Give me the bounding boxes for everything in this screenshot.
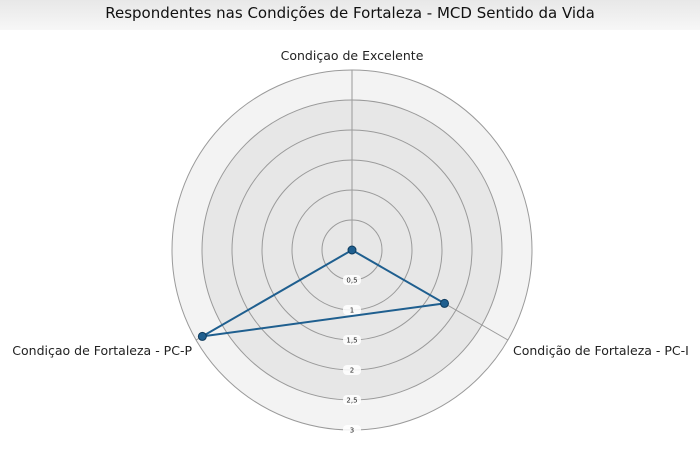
tick-label: 2 [350, 367, 354, 375]
tick-label-bg [343, 395, 361, 405]
axis-label: Condiçao de Excelente [281, 48, 424, 63]
tick-label-bg [343, 335, 361, 345]
tick-label: 2,5 [346, 397, 357, 405]
series-point[interactable] [197, 331, 207, 341]
radar-series [197, 245, 449, 341]
tick-label: 0,5 [346, 277, 357, 285]
series-point[interactable] [347, 245, 357, 255]
tick-label: 1,5 [346, 337, 357, 345]
tick-label: 3 [350, 427, 354, 435]
tick-label-bg [343, 305, 361, 315]
radar-axis-labels: Condiçao de Excelente Condição de Fortale… [12, 48, 689, 358]
radar-tick-labels: 0,5 1 1,5 2 2,5 3 [343, 275, 361, 435]
chart-title: Respondentes nas Condições de Fortaleza … [0, 0, 700, 30]
tick-label: 1 [350, 307, 354, 315]
tick-label-bg [343, 275, 361, 285]
axis-label: Condição de Fortaleza - PC-I [513, 343, 689, 358]
tick-label-bg [343, 425, 361, 435]
axis-label: Condiçao de Fortaleza - PC-P [12, 343, 192, 358]
tick-label-bg [343, 365, 361, 375]
series-point[interactable] [439, 298, 449, 308]
series-line [201, 248, 448, 338]
